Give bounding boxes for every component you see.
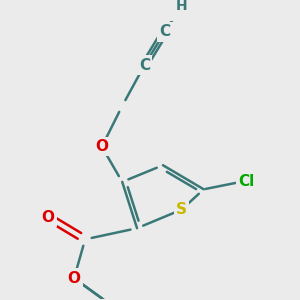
Text: C: C bbox=[139, 58, 150, 73]
Text: H: H bbox=[176, 0, 187, 13]
Text: C: C bbox=[159, 24, 170, 39]
Text: O: O bbox=[95, 139, 108, 154]
Text: O: O bbox=[42, 210, 55, 225]
Text: O: O bbox=[68, 271, 80, 286]
Text: Cl: Cl bbox=[238, 174, 254, 189]
Text: S: S bbox=[176, 202, 187, 217]
